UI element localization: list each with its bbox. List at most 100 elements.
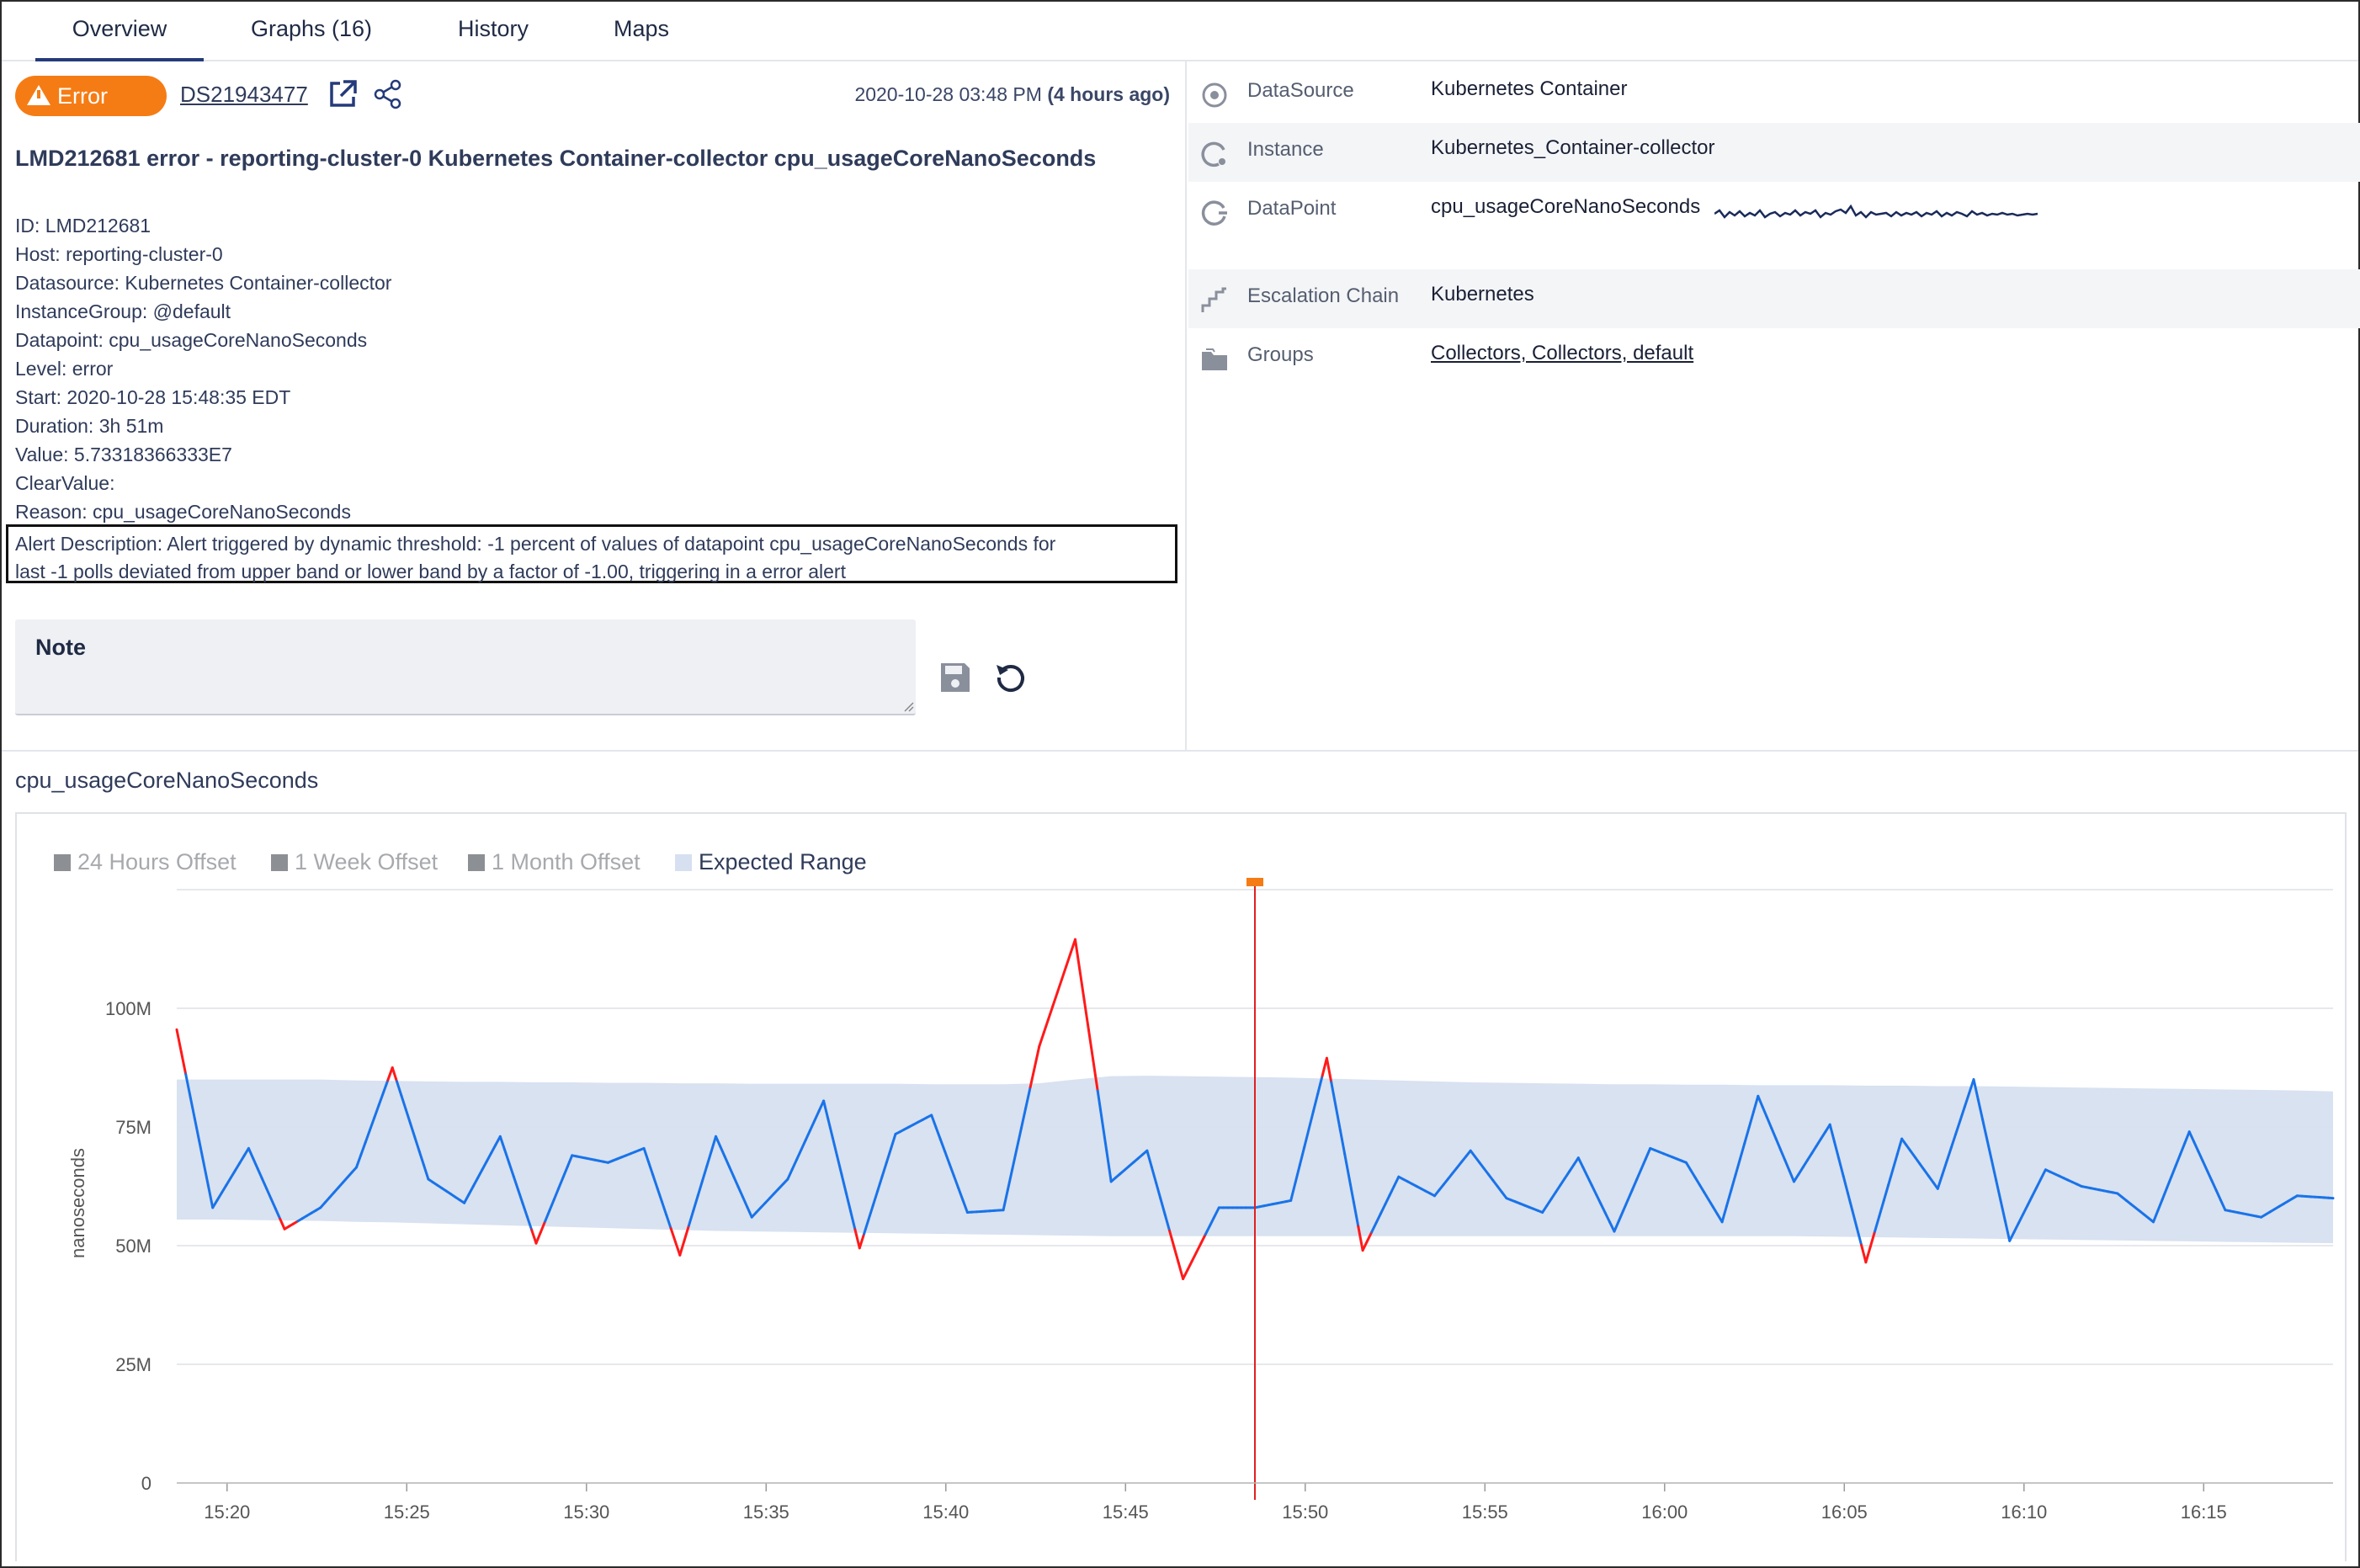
series-segment (678, 1239, 686, 1257)
property-value: Kubernetes_Container-collector (1431, 136, 1715, 159)
series-segment (1810, 1145, 1818, 1155)
series-segment (189, 1095, 196, 1120)
datapoint-icon (1200, 199, 1229, 227)
series-segment (1860, 1243, 1868, 1264)
series-segment (1042, 1018, 1050, 1034)
series-segment (1985, 1139, 1993, 1161)
series-segment (952, 1174, 960, 1190)
series-segment (1060, 965, 1068, 981)
detail-id: ID: LMD212681 (15, 215, 151, 237)
series-segment (696, 1179, 704, 1198)
y-axis: 0 25M 50M 75M 100M nanoseconds (67, 998, 151, 1494)
note-field[interactable]: Note (15, 619, 916, 715)
datasource-id-link[interactable]: DS21943477 (180, 82, 308, 107)
series-segment (233, 1161, 242, 1172)
series-segment (804, 1129, 812, 1142)
groups-link[interactable]: Collectors, Collectors, default (1431, 342, 1694, 364)
series-segment (2035, 1177, 2043, 1189)
alert-time-flag (1246, 878, 1263, 886)
series-segment (961, 1199, 969, 1215)
series-segment (683, 1224, 690, 1242)
series-segment (1092, 1059, 1099, 1092)
series-segment (2187, 1130, 2196, 1143)
series-segment (1770, 1126, 1778, 1140)
x-tick-label: 16:05 (1821, 1502, 1868, 1523)
detail-level: Level: error (15, 358, 114, 380)
resize-handle-icon[interactable] (902, 700, 914, 712)
y-tick-label: 50M (115, 1236, 151, 1257)
legend-1month-offset[interactable]: 1 Month Offset (468, 849, 640, 875)
property-label: Groups (1247, 343, 1314, 366)
series-segment (1186, 1259, 1193, 1272)
series-segment (2174, 1152, 2182, 1167)
series-segment (1599, 1202, 1607, 1215)
series-segment (885, 1146, 893, 1164)
series-segment (202, 1161, 210, 1187)
tab-overview[interactable]: Overview (35, 2, 204, 61)
detail-host: Host: reporting-cluster-0 (15, 243, 223, 265)
folder-icon (1200, 345, 1229, 374)
series-segment (732, 1175, 740, 1188)
series-segment (2022, 1204, 2029, 1216)
legend-label: 24 Hours Offset (77, 849, 237, 874)
alert-description: Alert Description: Alert triggered by dy… (6, 524, 1177, 583)
series-segment (1797, 1166, 1805, 1176)
series-segment (715, 1135, 722, 1148)
series-segment (1159, 1197, 1167, 1216)
series-segment (1765, 1116, 1773, 1129)
series-segment (373, 1103, 380, 1119)
series-segment (1949, 1132, 1958, 1150)
series-segment (391, 1066, 399, 1083)
series-segment (2170, 1164, 2177, 1178)
series-segment (225, 1177, 232, 1187)
series-segment (700, 1165, 709, 1183)
series-segment (1082, 998, 1091, 1032)
series-segment (1874, 1215, 1881, 1233)
series-segment (836, 1155, 843, 1176)
open-external-icon[interactable] (327, 78, 359, 110)
series-segment (1307, 1110, 1315, 1131)
series-segment (1972, 1078, 1980, 1102)
series-segment (1213, 1206, 1220, 1218)
property-row-groups: Groups Collectors, Collectors, default (1188, 328, 2360, 387)
series-segment (1936, 1173, 1944, 1190)
series-segment (1995, 1178, 2002, 1202)
series-segment (1549, 1190, 1558, 1200)
series-segment (1761, 1105, 1768, 1119)
series-segment (1568, 1163, 1576, 1173)
series-segment (1918, 1162, 1926, 1172)
tab-history[interactable]: History (457, 16, 529, 41)
property-value: Kubernetes (1431, 283, 1534, 306)
save-icon[interactable] (938, 660, 973, 695)
series-segment (2197, 1150, 2204, 1163)
series-segment (1725, 1188, 1733, 1208)
x-tick-label: 15:30 (563, 1502, 609, 1523)
series-segment (1289, 1181, 1297, 1202)
series-segment (2179, 1141, 2187, 1156)
legend-1week-offset[interactable]: 1 Week Offset (271, 849, 438, 875)
share-icon[interactable] (372, 78, 404, 110)
series-segment (831, 1136, 839, 1158)
series-segment (490, 1143, 497, 1155)
warning-icon (27, 85, 50, 105)
series-segment (2039, 1168, 2047, 1180)
series-segment (1999, 1199, 2007, 1222)
reset-icon[interactable] (993, 660, 1029, 695)
legend-expected-range[interactable]: Expected Range (675, 849, 867, 875)
series-segment (364, 1129, 372, 1144)
series-segment (539, 1220, 547, 1234)
series-segment (1182, 1268, 1189, 1280)
series-segment (844, 1191, 853, 1213)
series-segment (2210, 1179, 2218, 1192)
series-segment (813, 1109, 821, 1122)
series-segment (1334, 1104, 1342, 1132)
series-segment (849, 1209, 857, 1231)
property-value: cpu_usageCoreNanoSeconds (1431, 195, 1701, 218)
series-segment (1622, 1199, 1629, 1212)
series-segment (1801, 1158, 1810, 1169)
tab-graphs[interactable]: Graphs (16) (250, 16, 373, 41)
legend-24h-offset[interactable]: 24 Hours Offset (54, 849, 237, 875)
series-segment (1644, 1146, 1652, 1161)
series-segment (1150, 1165, 1158, 1184)
tab-maps[interactable]: Maps (613, 16, 670, 41)
